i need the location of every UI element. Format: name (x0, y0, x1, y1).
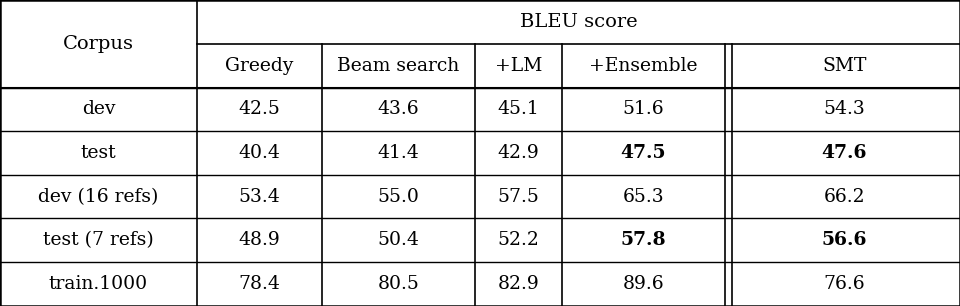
Text: 80.5: 80.5 (377, 275, 420, 293)
Text: +Ensemble: +Ensemble (588, 57, 698, 75)
Text: 56.6: 56.6 (822, 231, 867, 249)
Text: 55.0: 55.0 (377, 188, 420, 206)
Text: Beam search: Beam search (337, 57, 460, 75)
Text: 78.4: 78.4 (238, 275, 280, 293)
Text: 54.3: 54.3 (824, 100, 865, 118)
Text: +LM: +LM (494, 57, 542, 75)
Text: 51.6: 51.6 (622, 100, 664, 118)
Text: train.1000: train.1000 (49, 275, 148, 293)
Text: 57.8: 57.8 (620, 231, 666, 249)
Text: dev: dev (82, 100, 115, 118)
Text: Greedy: Greedy (225, 57, 294, 75)
Text: 53.4: 53.4 (238, 188, 280, 206)
Text: Corpus: Corpus (63, 35, 133, 53)
Text: 42.9: 42.9 (497, 144, 540, 162)
Text: SMT: SMT (822, 57, 867, 75)
Text: 89.6: 89.6 (622, 275, 664, 293)
Text: 50.4: 50.4 (377, 231, 420, 249)
Text: 47.5: 47.5 (620, 144, 666, 162)
Text: 43.6: 43.6 (377, 100, 420, 118)
Text: 47.6: 47.6 (822, 144, 867, 162)
Text: 82.9: 82.9 (497, 275, 540, 293)
Text: 40.4: 40.4 (238, 144, 280, 162)
Text: 65.3: 65.3 (622, 188, 664, 206)
Text: 57.5: 57.5 (497, 188, 540, 206)
Text: test (7 refs): test (7 refs) (43, 231, 154, 249)
Text: BLEU score: BLEU score (519, 13, 637, 31)
Text: 66.2: 66.2 (824, 188, 865, 206)
Text: 52.2: 52.2 (497, 231, 540, 249)
Text: 41.4: 41.4 (377, 144, 420, 162)
Text: 45.1: 45.1 (497, 100, 540, 118)
Text: 42.5: 42.5 (238, 100, 280, 118)
Text: dev (16 refs): dev (16 refs) (38, 188, 158, 206)
Text: test: test (81, 144, 116, 162)
Text: 48.9: 48.9 (238, 231, 280, 249)
Text: 76.6: 76.6 (824, 275, 865, 293)
